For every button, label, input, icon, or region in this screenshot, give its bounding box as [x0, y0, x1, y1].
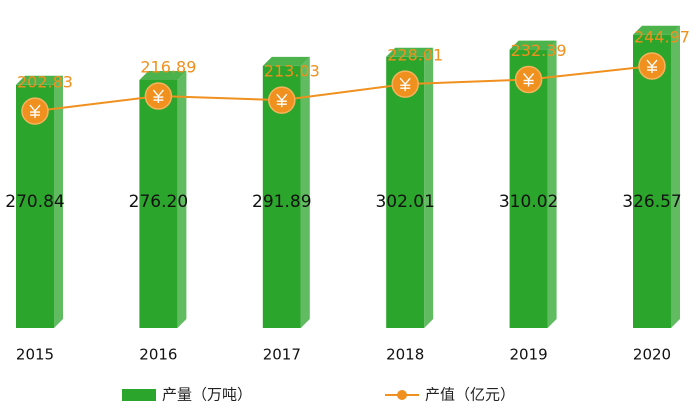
marker-symbol	[646, 59, 658, 74]
bar	[509, 40, 557, 329]
line-value-label: 216.89	[140, 58, 196, 77]
line	[34, 65, 653, 113]
bar-side	[177, 70, 187, 328]
bar-top	[139, 70, 187, 80]
bar-front	[633, 34, 671, 328]
bar-top	[633, 25, 680, 35]
bar-front	[16, 84, 54, 328]
legend-label: 产值（亿元）	[425, 386, 515, 404]
x-tick-label: 2019	[510, 346, 548, 364]
bar	[262, 56, 310, 329]
bar-top	[386, 47, 434, 57]
marker-symbol	[276, 93, 288, 108]
bar-side	[300, 56, 310, 329]
line-value-label: 213.03	[264, 62, 320, 81]
legend-label: 产量（万吨）	[162, 386, 252, 404]
bar	[633, 25, 680, 328]
line-value-label: 202.83	[17, 73, 73, 92]
bar-value-label: 276.20	[129, 192, 188, 212]
line-value-label: 232.39	[511, 41, 567, 60]
bar-value-label: 291.89	[252, 192, 311, 212]
line-value-label: 228.01	[387, 46, 443, 65]
bar-side	[671, 25, 680, 328]
x-tick-label: 2018	[386, 346, 424, 364]
x-tick-label: 2016	[139, 346, 177, 364]
x-tick-label: 2015	[16, 346, 54, 364]
marker-symbol	[152, 89, 164, 104]
legend-swatch	[122, 389, 156, 401]
marker-symbol	[29, 104, 41, 119]
bar-front	[509, 49, 548, 329]
bar-top	[509, 40, 557, 50]
marker-symbol	[523, 73, 535, 87]
bar-top	[16, 75, 63, 85]
bar-top	[262, 56, 310, 66]
bar-side	[547, 40, 557, 329]
bar	[386, 47, 434, 329]
bar-side	[424, 47, 434, 329]
bar-value-label: 302.01	[375, 192, 434, 212]
bar-value-label: 270.84	[5, 192, 64, 212]
line-value-label: 244.97	[634, 28, 690, 47]
bar	[139, 70, 187, 328]
marker-symbol	[399, 77, 411, 92]
bar-side	[54, 75, 63, 328]
bar-front	[386, 56, 425, 329]
bar-value-label: 310.02	[499, 192, 558, 212]
bar-value-label: 326.57	[622, 192, 681, 212]
legend-marker	[397, 390, 407, 400]
bar	[16, 75, 63, 328]
x-tick-label: 2020	[633, 346, 671, 364]
x-tick-label: 2017	[263, 346, 301, 364]
bar-front	[139, 79, 178, 328]
